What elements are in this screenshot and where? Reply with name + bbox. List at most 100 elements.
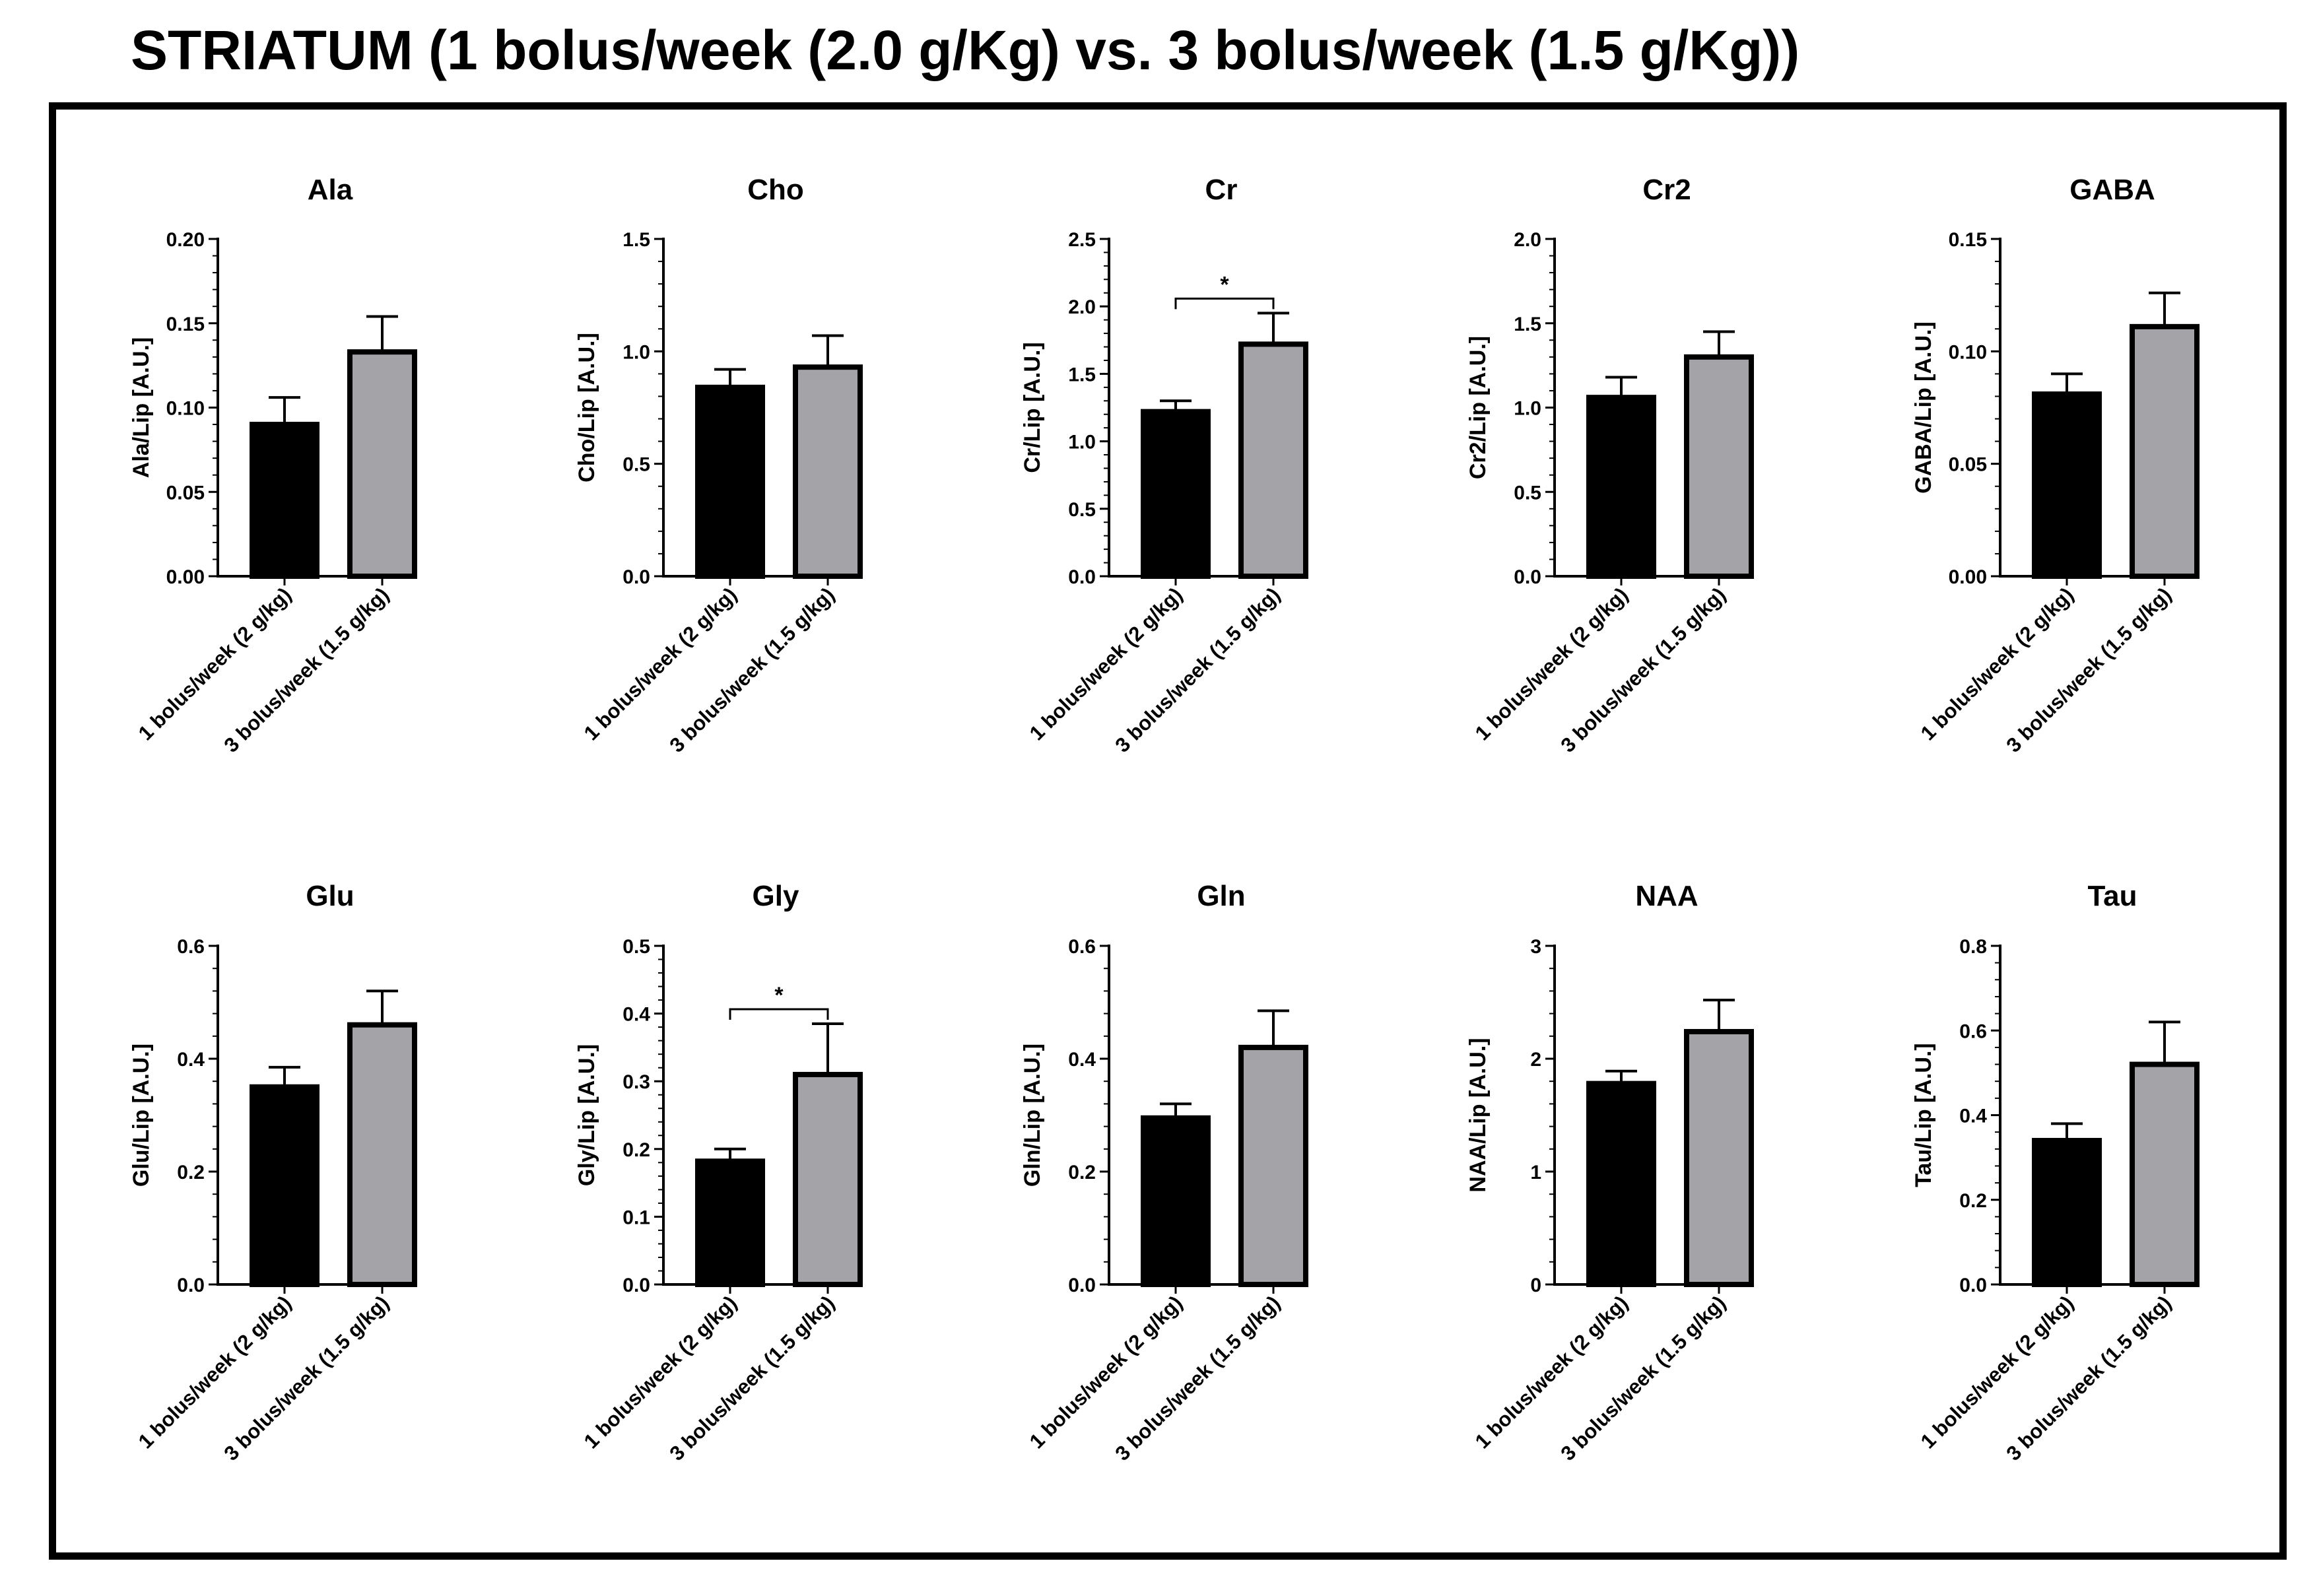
bar-group1	[250, 1084, 319, 1287]
y-tick-label: 1.5	[622, 229, 650, 251]
y-tick-label: 0.2	[1959, 1190, 1987, 1212]
x-category-label: 3 bolus/week (1.5 g/kg)	[1110, 1291, 1285, 1465]
bar-group2	[2130, 1061, 2200, 1288]
y-tick-label: 2.5	[1068, 229, 1096, 251]
y-tick-label: 1.5	[1068, 364, 1096, 385]
y-tick-label: 0.5	[622, 936, 650, 958]
y-tick-label: 0.20	[166, 229, 205, 251]
y-tick-label: 2.0	[1514, 229, 1541, 251]
significance-marker: *	[774, 983, 784, 1008]
y-tick-label: 0.2	[177, 1162, 205, 1183]
bar-group2	[1238, 1044, 1308, 1288]
x-category-label: 3 bolus/week (1.5 g/kg)	[1556, 583, 1730, 757]
y-tick-label: 0.0	[622, 566, 650, 588]
y-tick-label: 0.1	[622, 1207, 650, 1228]
chart-title: Cho	[747, 174, 804, 206]
y-tick-label: 2	[1530, 1049, 1541, 1071]
significance-bracket	[729, 1008, 829, 1020]
x-category-label: 3 bolus/week (1.5 g/kg)	[2001, 1291, 2176, 1465]
bar-group2	[1238, 341, 1308, 579]
significance-marker: *	[1220, 272, 1229, 297]
bar-group2	[2130, 323, 2200, 579]
chart-title: GABA	[2069, 174, 2155, 206]
y-tick-label: 1.0	[622, 341, 650, 363]
chart-title: Cr2	[1642, 174, 1691, 206]
y-axis-label: Gln/Lip [A.U.]	[1020, 1044, 1045, 1187]
y-tick-label: 0.6	[1959, 1020, 1987, 1042]
y-tick-label: 0.4	[1068, 1049, 1096, 1071]
y-tick-label: 0.6	[177, 936, 205, 958]
y-tick-label: 1.5	[1514, 314, 1541, 335]
x-category-label: 3 bolus/week (1.5 g/kg)	[2001, 583, 2176, 757]
bar-group2	[347, 1022, 417, 1287]
y-axis-label: Cho/Lip [A.U.]	[574, 333, 599, 482]
y-tick-label: 0.0	[1514, 566, 1541, 588]
y-tick-label: 0.0	[177, 1275, 205, 1296]
chart-title: Cr	[1205, 174, 1238, 206]
y-tick-label: 0	[1530, 1275, 1541, 1296]
y-tick-label: 0.0	[1959, 1275, 1987, 1296]
y-tick-label: 0.8	[1959, 936, 1987, 958]
y-tick-label: 2.0	[1068, 296, 1096, 318]
bar-group1	[695, 384, 765, 580]
bar-group1	[2032, 391, 2102, 579]
bar-group1	[1141, 1115, 1211, 1288]
page-title: STRIATUM (1 bolus/week (2.0 g/Kg) vs. 3 …	[131, 19, 1800, 81]
y-tick-label: 0.10	[166, 398, 205, 420]
y-tick-label: 0.00	[1949, 566, 1987, 588]
y-tick-label: 3	[1530, 936, 1541, 958]
chart-title: Tau	[2088, 880, 2137, 912]
chart-title: NAA	[1635, 880, 1698, 912]
y-tick-label: 0.6	[1068, 936, 1096, 958]
bar-group1	[250, 422, 319, 579]
x-category-label: 3 bolus/week (1.5 g/kg)	[1556, 1291, 1730, 1465]
bar-group2	[1684, 1028, 1754, 1287]
y-tick-label: 0.3	[622, 1071, 650, 1093]
y-tick-label: 1.0	[1068, 432, 1096, 453]
y-axis-label: Cr2/Lip [A.U.]	[1465, 336, 1491, 479]
x-category-label: 3 bolus/week (1.5 g/kg)	[219, 1291, 393, 1465]
x-category-label: 3 bolus/week (1.5 g/kg)	[665, 1291, 839, 1465]
bar-group2	[1684, 354, 1754, 579]
y-tick-label: 0.4	[1959, 1106, 1987, 1127]
y-tick-label: 0.15	[1949, 229, 1987, 251]
y-axis-label: Gly/Lip [A.U.]	[574, 1044, 599, 1186]
y-tick-label: 0.05	[1949, 454, 1987, 476]
y-tick-label: 0.2	[1068, 1162, 1096, 1183]
y-tick-label: 0.0	[1068, 1275, 1096, 1296]
y-axis-label: Cr/Lip [A.U.]	[1020, 342, 1045, 473]
x-category-label: 3 bolus/week (1.5 g/kg)	[1110, 583, 1285, 757]
y-tick-label: 0.00	[166, 566, 205, 588]
y-axis-label: GABA/Lip [A.U.]	[1911, 321, 1936, 494]
y-axis-label: Tau/Lip [A.U.]	[1911, 1043, 1936, 1187]
bar-group1	[1586, 1081, 1656, 1287]
x-category-label: 3 bolus/week (1.5 g/kg)	[219, 583, 393, 757]
y-tick-label: 0.5	[1068, 499, 1096, 521]
bar-group2	[347, 349, 417, 579]
chart-title: Ala	[308, 174, 353, 206]
y-tick-label: 0.4	[177, 1049, 205, 1071]
panel-frame	[49, 102, 2287, 1560]
y-tick-label: 0.15	[166, 314, 205, 335]
y-axis-label: Glu/Lip [A.U.]	[129, 1044, 154, 1187]
chart-title: Glu	[306, 880, 354, 912]
y-tick-label: 1.0	[1514, 398, 1541, 420]
y-tick-label: 0.10	[1949, 341, 1987, 363]
bar-group1	[2032, 1137, 2102, 1287]
y-axis-label: Ala/Lip [A.U.]	[129, 337, 154, 478]
x-category-label: 3 bolus/week (1.5 g/kg)	[665, 583, 839, 757]
y-tick-label: 1	[1530, 1162, 1541, 1183]
chart-title: Gly	[753, 880, 799, 912]
y-tick-label: 0.4	[622, 1004, 650, 1026]
chart-title: Gln	[1197, 880, 1245, 912]
